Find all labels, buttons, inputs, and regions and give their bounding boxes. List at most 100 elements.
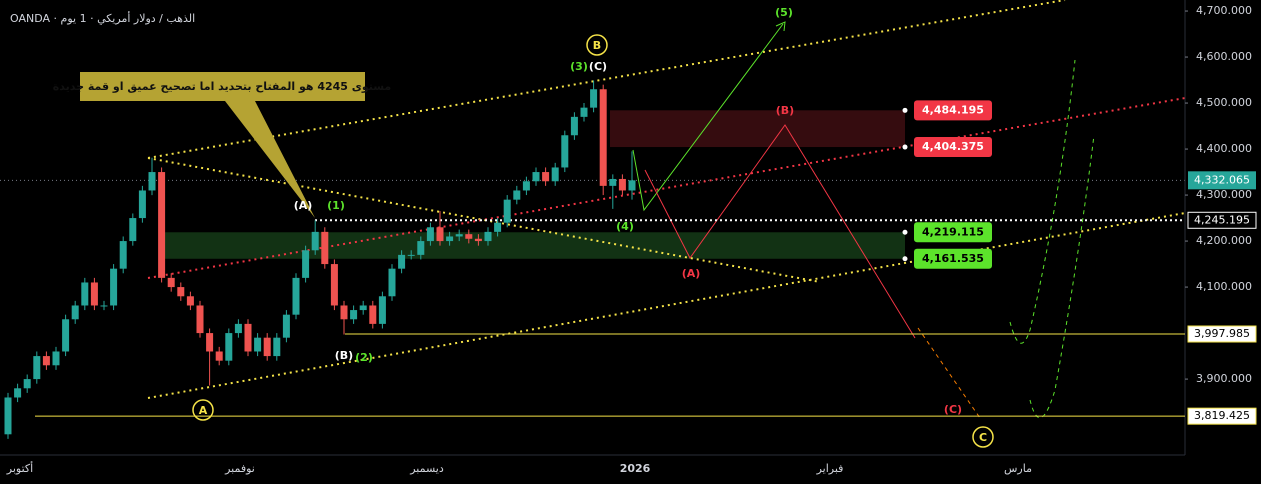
wave-circle: [192, 399, 214, 421]
wave-label: (B): [776, 104, 794, 117]
candle-body: [426, 227, 434, 242]
level-tag: [914, 222, 992, 243]
candle-body: [446, 236, 454, 242]
candle-body: [225, 333, 233, 361]
candle-body: [196, 305, 204, 334]
channel-top: [147, 0, 1066, 159]
wave-circle: [586, 34, 608, 56]
y-tick-label: 4,300.000: [1196, 188, 1252, 201]
candle-body: [330, 264, 338, 306]
drawings: مستوى 4245 هو المفتاح بتحديد اما تصحيح ع…: [53, 0, 1186, 419]
level-label: 4,161.535: [922, 252, 984, 265]
candle-body: [551, 167, 559, 182]
candle-body: [302, 250, 310, 278]
candle-body: [474, 238, 482, 242]
candle-body: [186, 296, 194, 306]
candle-body: [388, 268, 396, 297]
candle-body: [398, 254, 406, 269]
candle-body: [167, 277, 175, 288]
level-label: 3,997.985: [1194, 327, 1250, 340]
level-tag: [1187, 407, 1257, 425]
wave-label: (3): [570, 60, 588, 73]
channel-bottom: [147, 212, 1186, 399]
candle-body: [158, 172, 166, 278]
green-curve: [1009, 59, 1076, 344]
candle-body: [570, 116, 578, 136]
candle-body: [407, 254, 415, 256]
wave-label: C: [979, 431, 987, 444]
candle-body: [177, 287, 185, 297]
wave-label: (5): [775, 6, 793, 19]
candle-body: [599, 89, 607, 186]
candle-body: [234, 323, 242, 334]
wave-label: (4): [616, 220, 634, 233]
last-price-label: 4,332.065: [1194, 173, 1250, 186]
candle-body: [254, 337, 262, 352]
candle-body: [417, 241, 425, 255]
candle-body: [23, 379, 31, 389]
candle-body: [580, 107, 588, 117]
support-zone: [160, 232, 905, 259]
chart-title: OANDA · الذهب / دولار أمريكي · 1 يوم: [10, 11, 195, 25]
candle-body: [609, 178, 617, 186]
candle-body: [14, 388, 22, 398]
candle-body: [561, 135, 569, 168]
level-tag: [914, 137, 992, 158]
candle-body: [42, 356, 50, 366]
candle-body: [138, 190, 146, 219]
green-projection: [632, 23, 784, 212]
resistance-zone: [610, 110, 905, 148]
candle-body: [350, 310, 358, 320]
level-label: 4,404.375: [922, 140, 984, 153]
x-tick-label: مارس: [1004, 462, 1032, 475]
level-dot: [902, 256, 908, 262]
candle-body: [494, 222, 502, 232]
candle-body: [62, 319, 70, 352]
candle-body: [542, 172, 550, 182]
candle-body: [628, 180, 636, 191]
x-tick-label: ديسمبر: [409, 462, 444, 475]
y-tick-label: 4,100.000: [1196, 280, 1252, 293]
candle-body: [340, 305, 348, 320]
candle-body: [90, 282, 98, 306]
x-tick-label: أكتوبر: [6, 461, 33, 475]
level-dot: [902, 229, 908, 235]
candle-body: [378, 296, 386, 324]
candle-body: [119, 241, 127, 269]
candle-body: [282, 314, 290, 338]
candle-body: [590, 89, 598, 108]
x-tick-label: 2026: [620, 462, 651, 475]
candle-body: [436, 227, 444, 242]
level-label: 3,819.425: [1194, 409, 1250, 422]
candle-body: [532, 172, 540, 182]
candle-body: [513, 190, 521, 200]
candle-body: [465, 234, 473, 239]
wave-label: (A): [682, 267, 701, 280]
candle-body: [503, 199, 511, 223]
y-tick-label: 4,200.000: [1196, 234, 1252, 247]
callout: [80, 72, 365, 218]
y-tick-label: 3,900.000: [1196, 372, 1252, 385]
callout-text: مستوى 4245 هو المفتاح بتحديد اما تصحيح ع…: [53, 80, 392, 93]
arrow-head: [775, 21, 786, 32]
level-label: 4,484.195: [922, 103, 984, 116]
candle-body: [321, 231, 329, 265]
red-trend-line: [147, 97, 1186, 279]
y-tick-label: 4,700.000: [1196, 4, 1252, 17]
wave-label: (B): [335, 349, 353, 362]
y-tick-label: 4,500.000: [1196, 96, 1252, 109]
wave-label: B: [593, 39, 601, 52]
wave-label: (1): [327, 199, 345, 212]
level-tag: [1187, 325, 1257, 343]
wave-label: (C): [589, 60, 607, 73]
candle-body: [33, 356, 41, 380]
x-tick-label: نوفمبر: [224, 462, 255, 475]
candle-body: [81, 282, 89, 306]
candle-body: [52, 351, 60, 366]
candle-body: [129, 218, 137, 242]
level-tag: [914, 248, 992, 269]
wave-label: (2): [355, 351, 373, 364]
candle-body: [244, 323, 252, 352]
